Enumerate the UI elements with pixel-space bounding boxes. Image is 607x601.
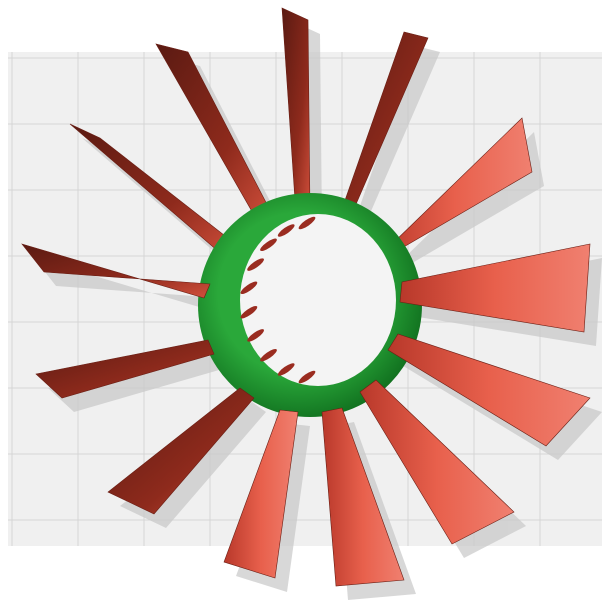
blade: [387, 333, 591, 447]
blades-back: [69, 7, 533, 263]
inner-blade-slot: [247, 258, 264, 271]
blade-shadow: [48, 354, 226, 412]
blade: [321, 407, 405, 587]
inner-blade-slot: [298, 370, 316, 384]
inner-blade-slot: [247, 329, 264, 342]
blade: [35, 339, 215, 399]
blade-shadow: [348, 46, 440, 240]
blades-front: [21, 216, 591, 587]
blade: [399, 243, 591, 333]
blade: [359, 379, 515, 545]
blade: [223, 409, 299, 579]
blade: [21, 243, 211, 299]
inner-blade-slot: [240, 281, 258, 295]
inner-blade-slot: [298, 216, 316, 230]
inner-blade-slot: [240, 305, 258, 319]
inner-blade-slot: [277, 224, 295, 237]
blade-shadow: [34, 258, 222, 312]
blade: [107, 387, 255, 515]
inner-blade-slot: [260, 348, 277, 362]
inner-blade-slot: [277, 363, 295, 376]
hub-hole: [240, 214, 396, 386]
inner-blade-slot: [260, 238, 277, 252]
